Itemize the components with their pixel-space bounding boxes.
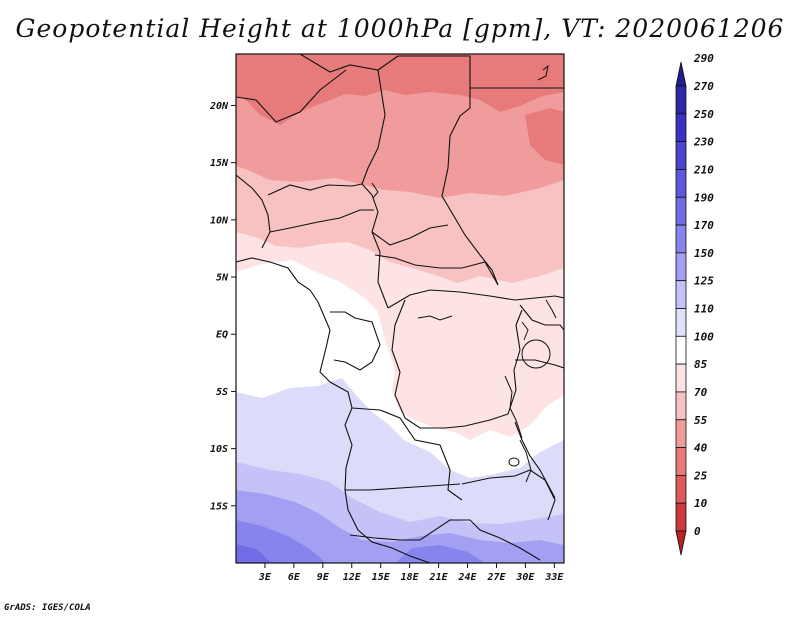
colorbar-arrow-top [675, 61, 687, 87]
colorbar-label: 270 [693, 80, 714, 93]
grads-credit: GrADS: IGES/COLA [4, 603, 91, 613]
colorbar-label: 170 [694, 219, 714, 232]
colorbar-label: 40 [694, 442, 708, 455]
lon-tick-label: 21E [429, 572, 449, 583]
lon-tick-label: 18E [401, 572, 420, 583]
lon-tick-label: 9E [317, 572, 330, 583]
colorbar-label: 210 [693, 163, 714, 176]
height-field [236, 54, 564, 563]
colorbar-label: 290 [693, 52, 714, 65]
colorbar-label: 10 [694, 497, 708, 510]
lat-tick-label: EQ [216, 330, 228, 341]
colorbar-segment [675, 85, 687, 115]
colorbar-label: 70 [694, 386, 708, 399]
field-band-210 [236, 544, 272, 563]
map-title: Geopotential Height at 1000hPa [gpm], VT… [15, 14, 785, 43]
colorbar-label: 125 [694, 275, 714, 288]
lon-tick-label: 24E [457, 572, 477, 583]
colorbar-segment [675, 363, 687, 393]
lon-tick-label: 33E [544, 572, 564, 583]
lat-tick-label: 20N [209, 101, 229, 112]
colorbar-label: 25 [693, 469, 708, 482]
colorbar-label: 230 [693, 136, 714, 149]
colorbar-label: 100 [694, 330, 714, 343]
country-boundaries [236, 54, 564, 563]
lon-tick-label: 6E [288, 572, 301, 583]
latitude-axis: 20N 15N 10N 5N EQ 5S 10S 15S [209, 101, 236, 512]
colorbar-segment [675, 196, 687, 226]
field-band-40 [236, 54, 564, 125]
lat-tick-label: 5S [216, 387, 228, 398]
colorbar-segment [675, 447, 687, 476]
colorbar-label: 190 [694, 191, 714, 204]
lon-tick-label: 27E [486, 572, 506, 583]
colorbar-segment [675, 169, 687, 198]
colorbar-segment [675, 113, 687, 143]
lat-tick-label: 15S [210, 501, 228, 512]
colorbar-segment [675, 252, 687, 282]
lat-tick-label: 5N [216, 273, 229, 284]
colorbar-label: 85 [694, 358, 708, 371]
lon-tick-label: 3E [258, 572, 272, 583]
colorbar-segment [675, 391, 687, 421]
map-frame [235, 53, 565, 564]
colorbar-label: 150 [694, 247, 714, 260]
colorbar-segment [675, 224, 687, 254]
lat-tick-label: 15N [210, 158, 229, 169]
lon-tick-label: 30E [515, 572, 535, 583]
colorbar-label: 0 [694, 525, 701, 538]
colorbar-label: 55 [694, 414, 708, 427]
field-patch-55-east [525, 108, 564, 165]
colorbar: 2902702502302101901701501251101008570554… [675, 52, 714, 556]
colorbar-segment [675, 141, 687, 170]
lat-tick-label: 10N [210, 215, 229, 226]
colorbar-segment [675, 280, 687, 309]
colorbar-arrow-bottom [675, 530, 687, 556]
colorbar-segment [675, 502, 687, 532]
colorbar-label: 250 [693, 108, 714, 121]
colorbar-segment [675, 335, 687, 365]
longitude-axis: 3E 6E 9E 12E 15E 18E 21E 24E 27E 30E 33E [258, 563, 564, 583]
colorbar-segment [675, 474, 687, 504]
colorbar-segment [675, 308, 687, 337]
lat-tick-label: 10S [210, 444, 228, 455]
colorbar-label: 110 [694, 303, 714, 316]
field-band-170 [236, 490, 564, 563]
lakes [371, 64, 557, 483]
lon-tick-label: 12E [343, 572, 362, 583]
lon-tick-label: 15E [372, 572, 391, 583]
colorbar-segment [675, 419, 687, 448]
